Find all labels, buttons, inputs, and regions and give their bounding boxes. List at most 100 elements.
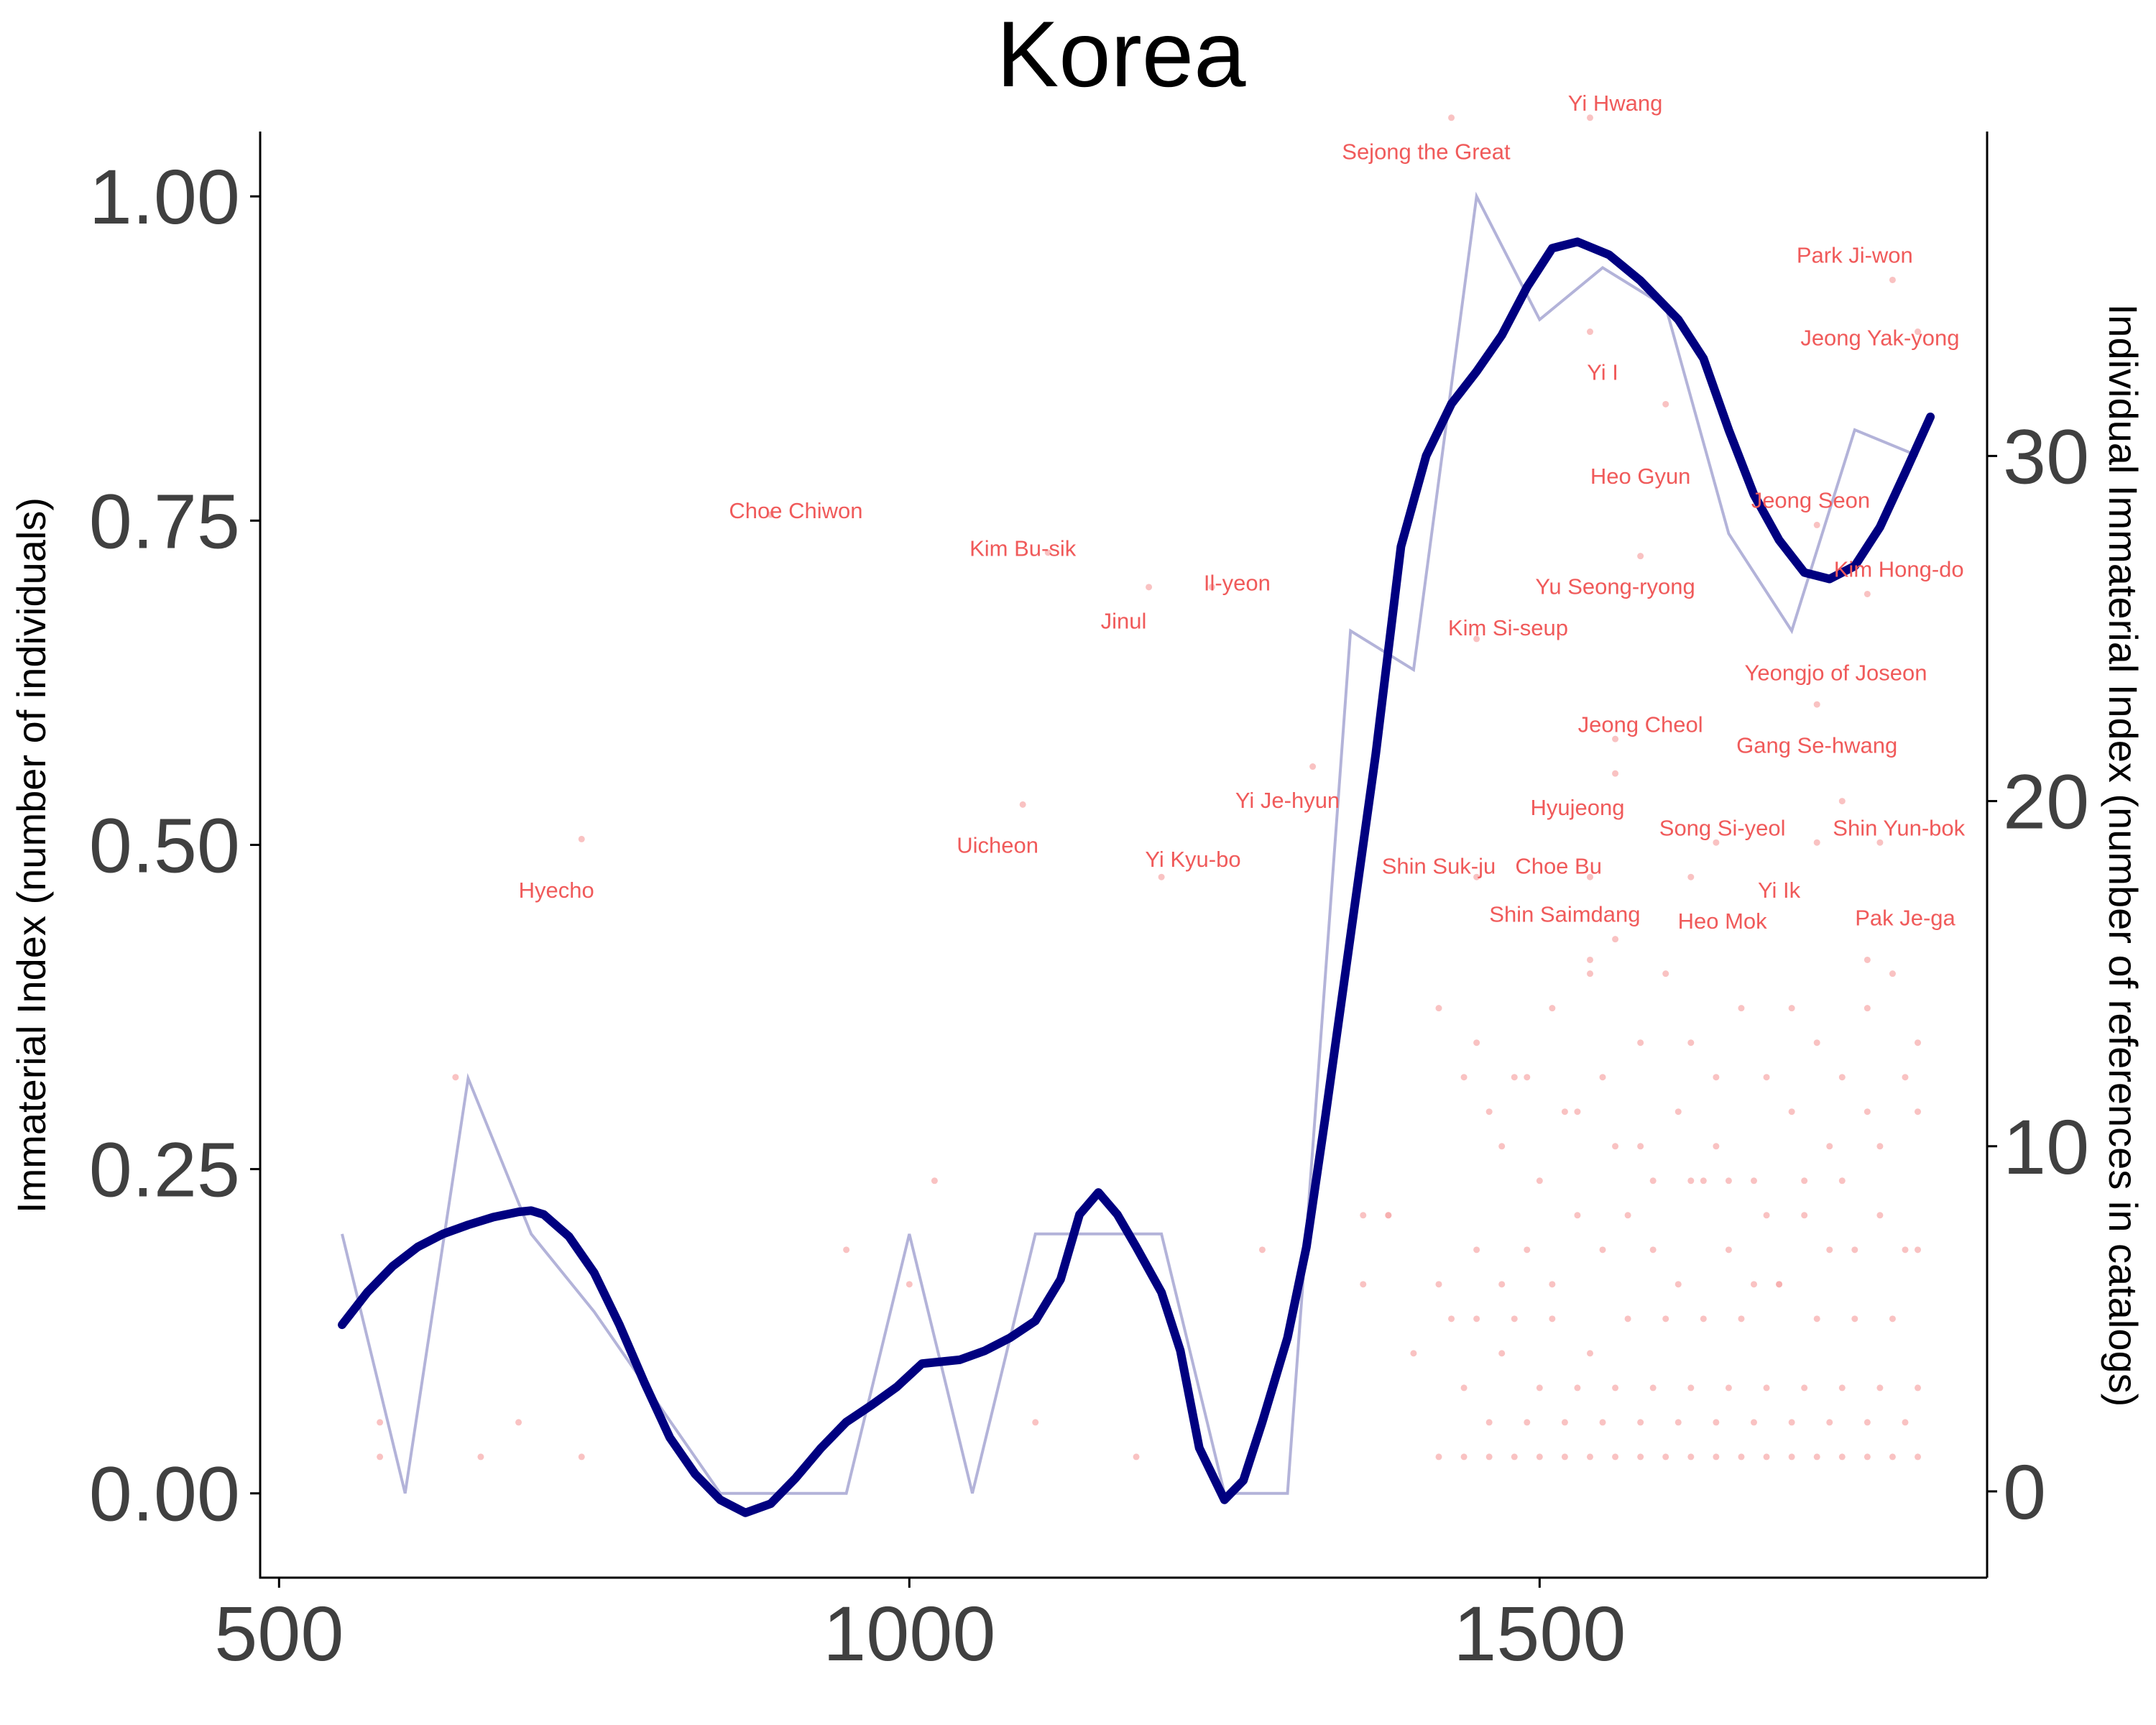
reference-point <box>1473 873 1480 880</box>
reference-point <box>1776 1281 1783 1288</box>
y-tick-label: 0.50 <box>89 801 240 888</box>
reference-point <box>1133 1453 1140 1460</box>
smoothed-series <box>338 237 1935 1517</box>
reference-point <box>1524 1074 1531 1081</box>
reference-point <box>1826 1419 1833 1426</box>
reference-point <box>1599 1246 1606 1254</box>
axes <box>259 132 1989 1579</box>
y2-tick-label: 20 <box>2003 758 2089 845</box>
smoothed-series-line <box>338 237 1935 1517</box>
reference-point <box>1838 1074 1846 1081</box>
reference-point <box>1876 1143 1884 1150</box>
reference-point <box>1864 956 1871 963</box>
reference-point <box>1826 1143 1833 1150</box>
reference-point <box>1561 1419 1568 1426</box>
reference-point <box>1674 1419 1682 1426</box>
reference-point <box>1902 1246 1909 1254</box>
reference-point <box>1360 1281 1367 1288</box>
reference-point <box>1687 1384 1695 1392</box>
reference-point <box>377 1453 384 1460</box>
person-label: Il-yeon <box>1204 571 1271 596</box>
reference-point <box>1751 1419 1758 1426</box>
y2-tick-label: 0 <box>2003 1448 2046 1535</box>
reference-point <box>1624 1212 1631 1219</box>
reference-point <box>1788 1005 1795 1012</box>
reference-point <box>1561 1453 1568 1460</box>
reference-point <box>1612 1384 1619 1392</box>
y-ticks: 0.00 0.25 0.50 0.75 1.00 <box>89 153 260 1537</box>
person-label: Kim Hong-do <box>1834 556 1964 581</box>
reference-point <box>1915 1384 1922 1392</box>
reference-point <box>1208 584 1215 591</box>
reference-point <box>1637 1453 1644 1460</box>
y2-ticks: 0 10 20 30 <box>1987 413 2089 1535</box>
reference-point <box>1649 1384 1657 1392</box>
reference-point <box>1662 970 1669 978</box>
person-label: Yi Kyu-bo <box>1145 847 1240 872</box>
reference-point <box>1864 1108 1871 1116</box>
reference-point <box>1485 1453 1493 1460</box>
reference-point <box>1813 1453 1820 1460</box>
person-label: Choe Bu <box>1515 853 1602 878</box>
reference-point <box>1511 1453 1518 1460</box>
reference-point <box>1826 1246 1833 1254</box>
reference-point <box>1586 970 1593 978</box>
reference-point <box>1687 873 1695 880</box>
reference-point <box>1624 1315 1631 1322</box>
reference-point <box>1889 276 1896 283</box>
y2-tick-label: 10 <box>2003 1103 2089 1190</box>
person-label: Shin Saimdang <box>1489 902 1640 927</box>
reference-point <box>1044 549 1051 556</box>
reference-point <box>1700 1177 1707 1184</box>
person-label: Heo Mok <box>1678 908 1768 934</box>
raw-series-line <box>341 191 1919 1495</box>
reference-point <box>1473 1246 1480 1254</box>
person-label: Song Si-yeol <box>1659 816 1786 841</box>
reference-point <box>1864 590 1871 597</box>
reference-point <box>1738 1315 1745 1322</box>
x-tick-label: 1000 <box>823 1590 995 1677</box>
reference-point <box>1763 1074 1770 1081</box>
reference-point <box>477 1453 484 1460</box>
reference-point <box>1725 1177 1732 1184</box>
person-label: Yi Je-hyun <box>1235 788 1340 813</box>
reference-point <box>1360 1212 1367 1219</box>
reference-point <box>1498 1281 1506 1288</box>
reference-point <box>1460 1384 1468 1392</box>
person-labels: Hyecho Choe Chiwon Kim Bu-sik Jinul Il-yeon U… <box>519 91 1966 934</box>
reference-point <box>1864 1005 1871 1012</box>
reference-point <box>1915 1246 1922 1254</box>
reference-point <box>1019 801 1026 808</box>
reference-point <box>1612 735 1619 742</box>
reference-point <box>1649 1177 1657 1184</box>
reference-point <box>843 1246 850 1254</box>
reference-point <box>1662 400 1669 408</box>
reference-point <box>1612 936 1619 943</box>
y-tick-label: 0.75 <box>89 477 240 564</box>
reference-point <box>1637 1039 1644 1046</box>
reference-point <box>1612 1143 1619 1150</box>
reference-point <box>1448 114 1455 121</box>
person-label: Choe Chiwon <box>729 498 862 523</box>
reference-point <box>1763 1384 1770 1392</box>
y-tick-label: 0.00 <box>89 1450 240 1537</box>
reference-point <box>1838 798 1846 805</box>
reference-point <box>1460 1453 1468 1460</box>
reference-point <box>1448 1315 1455 1322</box>
reference-point <box>1813 701 1820 708</box>
reference-point <box>578 1453 585 1460</box>
person-label: Park Ji-won <box>1797 242 1913 267</box>
reference-point <box>1801 1177 1808 1184</box>
reference-point <box>1586 328 1593 336</box>
reference-point <box>1725 1246 1732 1254</box>
reference-point <box>1485 1108 1493 1116</box>
reference-point <box>1915 1039 1922 1046</box>
reference-point <box>1838 1384 1846 1392</box>
reference-point <box>377 1419 384 1426</box>
reference-point <box>1473 1315 1480 1322</box>
reference-point <box>1146 584 1153 591</box>
person-label: Jeong Cheol <box>1578 712 1703 737</box>
reference-point <box>1599 1074 1606 1081</box>
reference-point <box>1687 1453 1695 1460</box>
